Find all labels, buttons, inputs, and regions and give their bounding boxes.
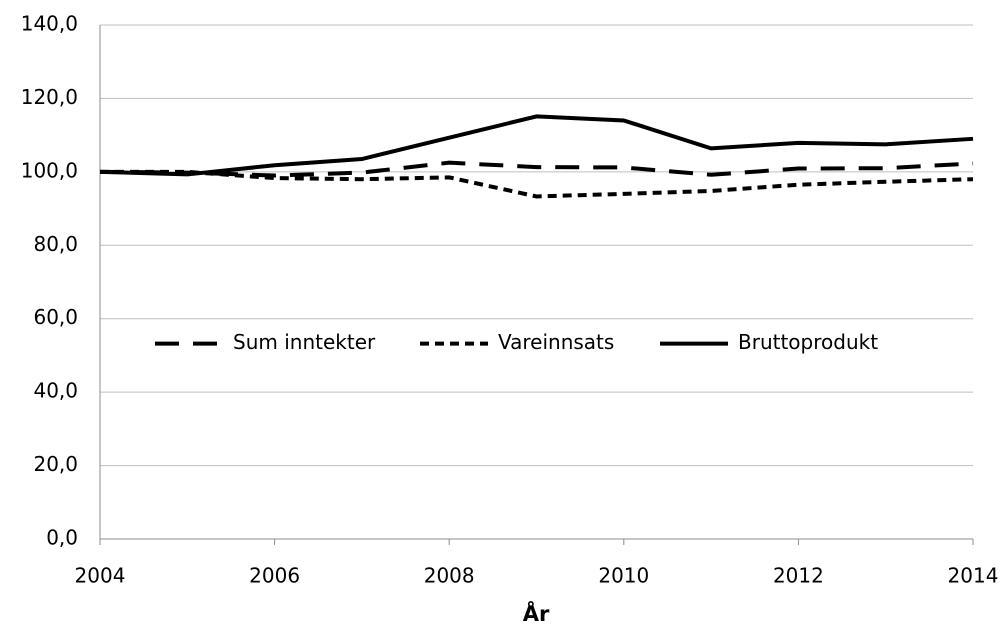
x-tick-label: 2006: [249, 564, 300, 588]
x-tick-label: 2010: [598, 564, 649, 588]
legend-label: Vareinnsats: [498, 330, 614, 354]
legend-label: Sum inntekter: [233, 330, 376, 354]
series-line: [99, 160, 974, 178]
x-tick-label: 2008: [424, 564, 475, 588]
y-tick-label: 0,0: [46, 526, 78, 550]
y-tick-label: 140,0: [21, 12, 78, 36]
y-tick-label: 40,0: [33, 379, 78, 403]
y-tick-label: 120,0: [21, 85, 78, 109]
x-axis-label: År: [523, 601, 550, 626]
legend-label: Bruttoprodukt: [738, 330, 878, 354]
y-tick-label: 100,0: [21, 158, 78, 182]
y-tick-label: 80,0: [33, 232, 78, 256]
series-line: [99, 114, 974, 177]
y-tick-label: 20,0: [33, 452, 78, 476]
x-tick-label: 2014: [948, 564, 999, 588]
x-tick-label: 2004: [75, 564, 126, 588]
series-line: [100, 169, 974, 199]
x-tick-label: 2012: [773, 564, 824, 588]
y-tick-label: 60,0: [33, 305, 78, 329]
